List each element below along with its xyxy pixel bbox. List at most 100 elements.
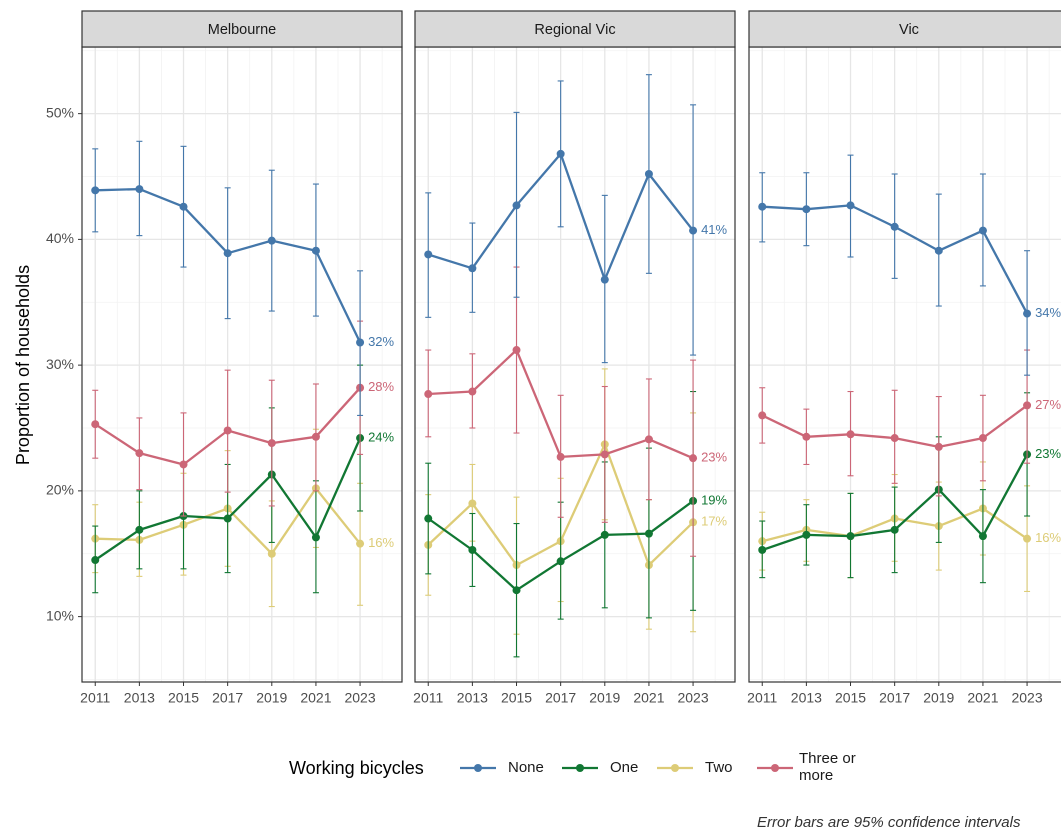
data-point xyxy=(91,186,100,195)
legend-item-three: Three or more xyxy=(757,750,856,784)
data-point xyxy=(424,514,433,523)
data-point xyxy=(644,529,653,538)
strip-label: Melbourne xyxy=(208,22,277,38)
data-point xyxy=(424,390,433,399)
data-point xyxy=(890,434,899,443)
x-tick-label: 2023 xyxy=(1011,690,1042,706)
strip-background xyxy=(748,10,1061,48)
data-point xyxy=(600,530,609,539)
data-point xyxy=(644,435,653,444)
series-none xyxy=(758,154,1032,376)
data-point xyxy=(267,549,276,558)
end-label-none: 34% xyxy=(1035,305,1061,320)
data-point xyxy=(758,202,767,211)
data-point xyxy=(556,557,565,566)
x-tick-label: 2019 xyxy=(256,690,287,706)
data-point xyxy=(758,545,767,554)
strip-label: Regional Vic xyxy=(534,22,615,38)
data-point xyxy=(934,442,943,451)
y-axis-title: Proportion of households xyxy=(13,265,33,465)
end-label-two: 16% xyxy=(368,535,394,550)
data-point xyxy=(424,250,433,259)
end-label-one: 23% xyxy=(1035,446,1061,461)
data-point xyxy=(179,202,188,211)
x-tick-label: 2023 xyxy=(344,690,375,706)
end-label-none: 41% xyxy=(701,222,727,237)
end-label-two: 17% xyxy=(701,514,727,529)
series-three xyxy=(424,266,698,557)
data-point xyxy=(846,532,855,541)
panel-data xyxy=(91,140,365,608)
legend-label: Three or more xyxy=(799,750,856,784)
y-axis: 10% 20% 30% 40% 50% xyxy=(46,104,82,623)
data-point xyxy=(223,426,232,435)
y-tick-label: 30% xyxy=(46,356,74,372)
data-point xyxy=(644,170,653,178)
end-label-three: 28% xyxy=(368,379,394,394)
panel-data xyxy=(758,154,1032,593)
data-point xyxy=(267,439,276,448)
data-point xyxy=(890,222,899,231)
end-label-one: 24% xyxy=(368,429,394,444)
legend-label-line: Three or xyxy=(799,750,856,767)
data-point xyxy=(468,545,477,554)
x-tick-label: 2011 xyxy=(80,690,110,706)
data-point xyxy=(802,432,811,441)
x-tick-label: 2015 xyxy=(501,690,532,706)
data-point xyxy=(512,201,521,210)
data-point xyxy=(468,264,477,273)
gridlines xyxy=(82,47,402,682)
x-axis: 2011 2013 2015 2017 2019 2021 2023 xyxy=(747,682,1043,706)
x-tick-label: 2015 xyxy=(835,690,866,706)
data-point xyxy=(689,226,698,235)
data-point xyxy=(556,452,565,461)
legend-key-point xyxy=(771,764,779,772)
legend-label: Two xyxy=(705,759,733,776)
series-one xyxy=(758,392,1032,584)
x-tick-label: 2019 xyxy=(923,690,954,706)
x-tick-label: 2013 xyxy=(457,690,488,706)
data-point xyxy=(468,499,477,508)
chart-caption: Error bars are 95% confidence intervals xyxy=(757,814,1021,831)
legend-title: Working bicycles xyxy=(289,758,424,778)
series-three xyxy=(758,349,1032,497)
strip-background xyxy=(414,10,736,48)
x-tick-label: 2017 xyxy=(545,690,576,706)
legend-item-two: Two xyxy=(657,759,733,776)
legend-key-point xyxy=(474,764,482,772)
series-none xyxy=(424,74,698,364)
data-point xyxy=(135,525,144,534)
end-labels: 16% 23% 27% 34% xyxy=(1035,305,1061,545)
end-label-none: 32% xyxy=(368,334,394,349)
data-point xyxy=(978,532,987,541)
x-tick-label: 2017 xyxy=(212,690,243,706)
x-tick-label: 2019 xyxy=(589,690,620,706)
x-tick-label: 2021 xyxy=(967,690,998,706)
data-point xyxy=(311,246,320,255)
end-labels: 17% 19% 23% 41% xyxy=(701,222,727,529)
data-point xyxy=(179,460,188,469)
y-tick-label: 20% xyxy=(46,482,74,498)
end-label-three: 27% xyxy=(1035,397,1061,412)
legend-item-one: One xyxy=(562,759,638,776)
end-labels: 16% 24% 28% 32% xyxy=(368,334,394,550)
data-point xyxy=(1023,309,1032,318)
panels: 16% 24% 28% 32% Melbourne 2011 2013 2015 2017 201… xyxy=(80,10,1061,706)
data-point xyxy=(978,226,987,235)
data-point xyxy=(311,533,320,542)
legend-label-line: more xyxy=(799,767,833,784)
data-point xyxy=(802,530,811,539)
data-point xyxy=(135,185,144,194)
data-point xyxy=(356,539,365,548)
legend-item-none: None xyxy=(460,759,544,776)
series-none xyxy=(91,140,365,416)
end-label-one: 19% xyxy=(701,492,727,507)
x-tick-label: 2017 xyxy=(879,690,910,706)
data-point xyxy=(512,346,521,355)
data-point xyxy=(512,586,521,595)
data-point xyxy=(600,450,609,459)
data-point xyxy=(135,449,144,458)
legend-key-point xyxy=(671,764,679,772)
legend: Working bicycles None One Two Three or more xyxy=(289,750,856,784)
